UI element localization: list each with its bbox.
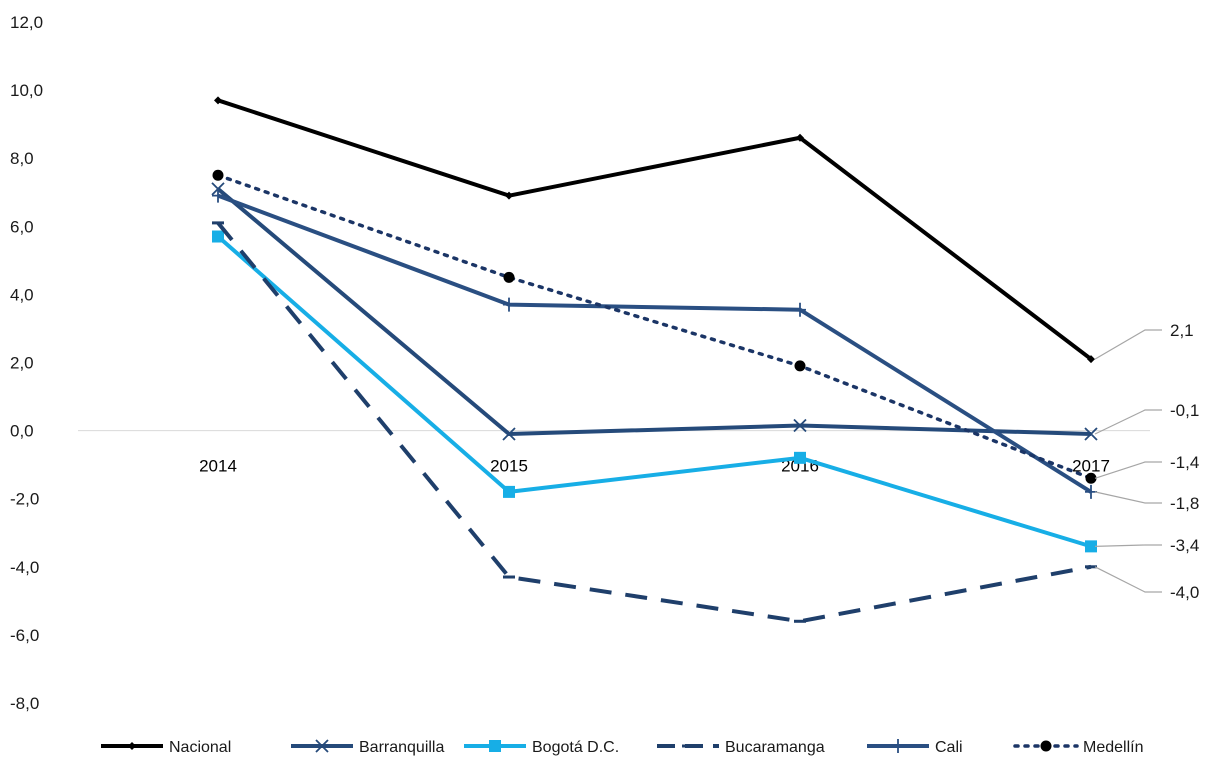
legend-item-bucaramanga: Bucaramanga bbox=[657, 739, 825, 756]
y-axis: 12,0 10,0 8,0 6,0 4,0 2,0 0,0 -2,0 -4,0 -6,0 -8,0 bbox=[10, 13, 43, 713]
legend-label: Barranquilla bbox=[359, 739, 444, 756]
data-point-medellin bbox=[794, 360, 806, 372]
end-label-barranquilla: -0,1 bbox=[1170, 401, 1199, 420]
legend-item-bogota-d-c: Bogotá D.C. bbox=[464, 739, 619, 756]
data-point-nacional bbox=[214, 96, 222, 105]
x-tick-label: 2017 bbox=[1072, 457, 1110, 476]
y-tick-label: 4,0 bbox=[10, 285, 34, 304]
y-tick-label: 8,0 bbox=[10, 149, 34, 168]
y-tick-label: 12,0 bbox=[10, 13, 43, 32]
series-layer bbox=[211, 96, 1098, 624]
end-label-bucaramanga: -4,0 bbox=[1170, 583, 1199, 602]
data-point-bucaramanga bbox=[1085, 565, 1097, 569]
series-line-bucaramanga bbox=[216, 221, 1092, 624]
leader-line-cali bbox=[1094, 491, 1162, 504]
legend-item-cali: Cali bbox=[867, 739, 963, 756]
data-point-barranquilla bbox=[1084, 427, 1098, 441]
end-label-medellin: -1,4 bbox=[1170, 453, 1199, 472]
series-line-cali bbox=[217, 193, 1093, 494]
legend: Nacional Barranquilla Bogotá D.C. Bucaraman… bbox=[101, 739, 1143, 756]
leader-line-barranquilla bbox=[1094, 409, 1162, 435]
end-label-nacional: 2,1 bbox=[1170, 321, 1194, 340]
data-point-cali bbox=[212, 188, 224, 203]
leader-lines bbox=[1094, 329, 1162, 593]
y-tick-label: 0,0 bbox=[10, 422, 34, 441]
data-point-medellin bbox=[1085, 472, 1097, 484]
y-tick-label: 2,0 bbox=[10, 354, 34, 373]
series-barranquilla bbox=[211, 182, 1098, 441]
series-nacional bbox=[214, 96, 1095, 364]
legend-label: Bogotá D.C. bbox=[532, 739, 619, 756]
legend-marker bbox=[682, 744, 694, 748]
legend-marker bbox=[315, 739, 329, 753]
end-label-bogota-d-c: -3,4 bbox=[1170, 536, 1199, 555]
legend-label: Nacional bbox=[169, 739, 231, 756]
legend-label: Cali bbox=[935, 739, 963, 756]
series-line-nacional bbox=[217, 98, 1093, 361]
legend-item-nacional: Nacional bbox=[101, 739, 231, 756]
series-medellin bbox=[212, 169, 1097, 484]
series-cali bbox=[212, 188, 1097, 499]
legend-label: Bucaramanga bbox=[725, 739, 825, 756]
data-point-bogota-d-c bbox=[503, 485, 515, 498]
y-tick-label: -2,0 bbox=[10, 490, 39, 509]
leader-line-bucaramanga bbox=[1094, 566, 1162, 593]
legend-item-medellin: Medellín bbox=[1013, 739, 1143, 756]
series-line-barranquilla bbox=[216, 187, 1092, 437]
end-labels: 2,1 -0,1 -3,4 -4,0 -1,8 -1,4 bbox=[1170, 321, 1199, 602]
series-bogota-d-c bbox=[212, 230, 1097, 553]
data-point-bogota-d-c bbox=[794, 451, 806, 464]
data-point-medellin bbox=[212, 169, 224, 181]
data-point-bogota-d-c bbox=[212, 230, 224, 243]
x-axis-labels: 2014 2015 2016 2017 bbox=[199, 457, 1110, 476]
leader-line-nacional bbox=[1094, 329, 1162, 360]
end-label-cali: -1,8 bbox=[1170, 494, 1199, 513]
legend-marker bbox=[892, 739, 904, 753]
legend-marker bbox=[489, 740, 501, 752]
series-bucaramanga bbox=[212, 221, 1097, 624]
y-tick-label: -6,0 bbox=[10, 626, 39, 645]
series-line-bogota-d-c bbox=[216, 235, 1092, 549]
data-point-nacional bbox=[796, 133, 804, 142]
x-tick-label: 2015 bbox=[490, 457, 528, 476]
data-point-cali bbox=[794, 302, 806, 317]
legend-marker bbox=[128, 742, 136, 750]
data-point-bucaramanga bbox=[503, 575, 515, 579]
data-point-bucaramanga bbox=[794, 619, 806, 623]
legend-item-barranquilla: Barranquilla bbox=[291, 739, 444, 756]
data-point-barranquilla bbox=[793, 418, 807, 433]
y-tick-label: 10,0 bbox=[10, 81, 43, 100]
data-point-barranquilla bbox=[502, 427, 516, 441]
series-line-medellin bbox=[216, 173, 1093, 481]
data-point-bucaramanga bbox=[212, 221, 224, 225]
y-tick-label: 6,0 bbox=[10, 217, 34, 236]
data-point-medellin bbox=[503, 271, 515, 283]
legend-label: Medellín bbox=[1083, 739, 1143, 756]
data-point-nacional bbox=[1087, 355, 1095, 364]
legend-marker bbox=[1040, 740, 1052, 752]
y-tick-label: -8,0 bbox=[10, 694, 39, 713]
data-point-nacional bbox=[505, 191, 513, 200]
leader-line-medellin bbox=[1094, 461, 1162, 479]
data-point-cali bbox=[503, 297, 515, 312]
leader-line-bogota-d-c bbox=[1094, 544, 1162, 547]
data-point-bogota-d-c bbox=[1085, 540, 1097, 553]
y-tick-label: -4,0 bbox=[10, 558, 39, 577]
x-tick-label: 2014 bbox=[199, 457, 237, 476]
